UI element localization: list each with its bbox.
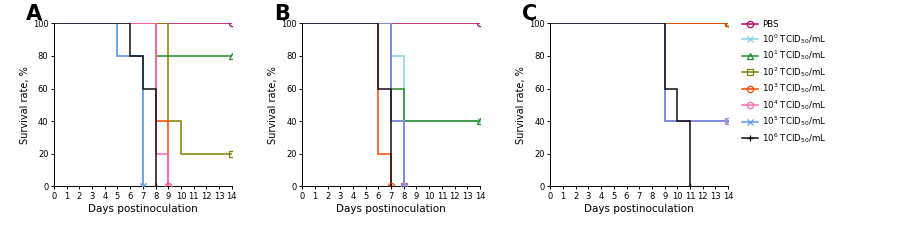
Y-axis label: Survival rate, %: Survival rate, %: [20, 66, 30, 144]
Text: C: C: [522, 4, 537, 24]
Text: A: A: [25, 4, 41, 24]
X-axis label: Days postinoculation: Days postinoculation: [337, 204, 446, 214]
X-axis label: Days postinoculation: Days postinoculation: [584, 204, 694, 214]
Y-axis label: Survival rate, %: Survival rate, %: [517, 66, 526, 144]
Legend: PBS, $10^0$ TCID$_{50}$/mL, $10^1$ TCID$_{50}$/mL, $10^2$ TCID$_{50}$/mL, $10^3$: PBS, $10^0$ TCID$_{50}$/mL, $10^1$ TCID$…: [742, 19, 827, 146]
Text: B: B: [274, 4, 290, 24]
X-axis label: Days postinoculation: Days postinoculation: [88, 204, 198, 214]
Y-axis label: Survival rate, %: Survival rate, %: [268, 66, 278, 144]
